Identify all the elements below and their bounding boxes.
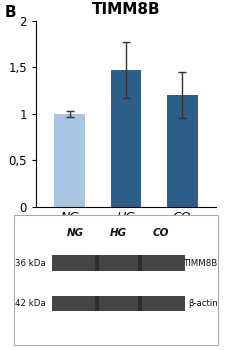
Text: TIMM8B: TIMM8B [184, 259, 218, 268]
Bar [95, 256, 142, 271]
Text: β-actin: β-actin [188, 299, 218, 308]
Title: TIMM8B: TIMM8B [92, 2, 160, 17]
Bar [110, 70, 142, 206]
Text: 36 kDa: 36 kDa [15, 259, 45, 268]
Bar [54, 114, 85, 206]
Bar [52, 256, 99, 271]
Bar [138, 256, 185, 271]
Text: CO: CO [153, 228, 170, 238]
Text: HG: HG [110, 228, 127, 238]
Bar [52, 295, 99, 311]
Bar [167, 95, 198, 206]
Text: B: B [4, 5, 16, 20]
Text: NG: NG [67, 228, 84, 238]
Bar [95, 295, 142, 311]
Text: 42 kDa: 42 kDa [15, 299, 45, 308]
Bar [138, 295, 185, 311]
